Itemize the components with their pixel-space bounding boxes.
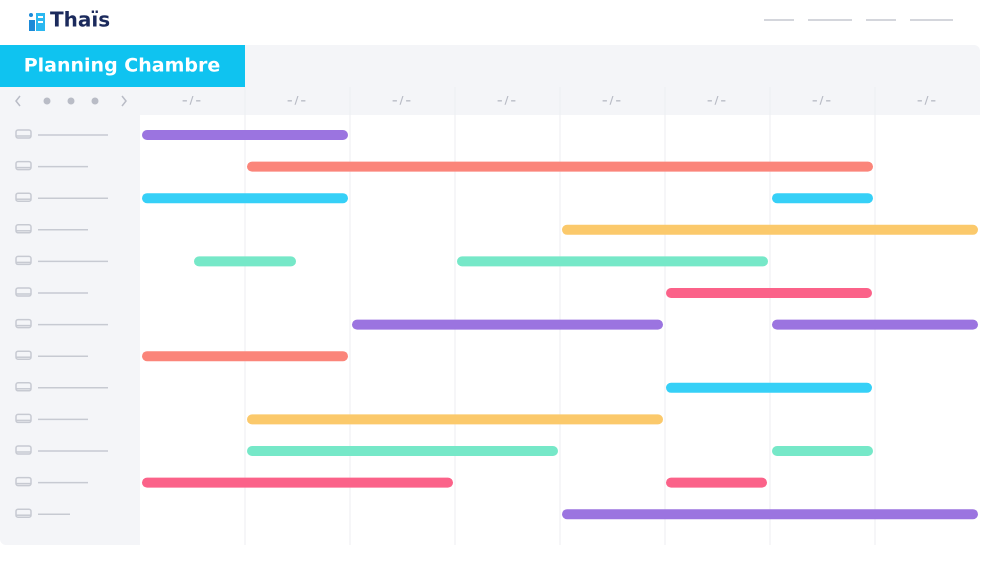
date-label: –/– (392, 94, 413, 107)
bed-icon (15, 382, 32, 392)
date-label: –/– (602, 94, 623, 107)
room-row[interactable] (15, 445, 108, 455)
booking-bar[interactable] (142, 351, 348, 362)
booking-bar[interactable] (352, 319, 663, 330)
room-row[interactable] (15, 255, 108, 266)
booking-bar[interactable] (247, 414, 663, 425)
bed-icon (15, 129, 32, 139)
room-row[interactable] (15, 224, 88, 234)
room-row[interactable] (15, 192, 108, 202)
date-label: –/– (707, 94, 728, 107)
room-row[interactable] (15, 287, 88, 297)
room-row[interactable] (15, 350, 88, 360)
booking-bar[interactable] (562, 224, 978, 235)
booking-bar[interactable] (772, 193, 873, 204)
room-row[interactable] (15, 160, 88, 171)
date-label: –/– (182, 94, 203, 107)
logo-icon (29, 13, 33, 17)
bed-icon (15, 508, 32, 518)
bed-icon (15, 318, 32, 329)
booking-bar[interactable] (142, 193, 348, 204)
booking-bar[interactable] (772, 446, 873, 456)
booking-bar[interactable] (457, 256, 768, 267)
dot[interactable] (91, 97, 99, 105)
date-label: –/– (812, 94, 833, 107)
booking-bar[interactable] (142, 477, 453, 488)
booking-bar[interactable] (666, 288, 872, 298)
date-label: –/– (287, 94, 308, 107)
booking-bar[interactable] (666, 477, 767, 488)
bed-icon (15, 413, 32, 424)
dot[interactable] (43, 97, 51, 105)
room-row[interactable] (15, 508, 70, 518)
logo-icon (38, 21, 43, 23)
bed-icon (15, 160, 32, 171)
bed-icon (15, 192, 32, 202)
bed-icon (15, 224, 32, 234)
bed-icon (15, 287, 32, 297)
logo-icon (29, 20, 35, 31)
tab (0, 45, 245, 87)
bookings (142, 130, 978, 520)
booking-bar[interactable] (247, 161, 873, 172)
dot[interactable] (67, 97, 75, 105)
bed-icon (15, 255, 32, 266)
booking-bar[interactable] (562, 509, 978, 520)
next-arrow[interactable] (121, 95, 127, 107)
bed-icon (15, 350, 32, 360)
tab-title: Planning Chambre (24, 55, 221, 77)
booking-bar[interactable] (772, 319, 978, 330)
prev-arrow[interactable] (15, 95, 21, 107)
logo[interactable]: Thaïs (29, 8, 110, 32)
room-row[interactable] (15, 318, 108, 329)
booking-bar[interactable] (194, 256, 296, 267)
rows (15, 129, 108, 518)
booking-bar[interactable] (666, 382, 872, 393)
logo-text: Thaïs (50, 8, 110, 32)
date-nav (15, 95, 127, 107)
booking-bar[interactable] (247, 446, 558, 456)
date-label: –/– (917, 94, 938, 107)
room-row[interactable] (15, 476, 88, 487)
room-row[interactable] (15, 129, 108, 139)
bed-icon (15, 476, 32, 487)
bed-icon (15, 445, 32, 455)
room-row[interactable] (15, 413, 88, 424)
booking-bar[interactable] (142, 130, 348, 140)
room-row[interactable] (15, 382, 108, 392)
date-label: –/– (497, 94, 518, 107)
page-dots (43, 97, 99, 105)
logo-icon (38, 16, 43, 18)
